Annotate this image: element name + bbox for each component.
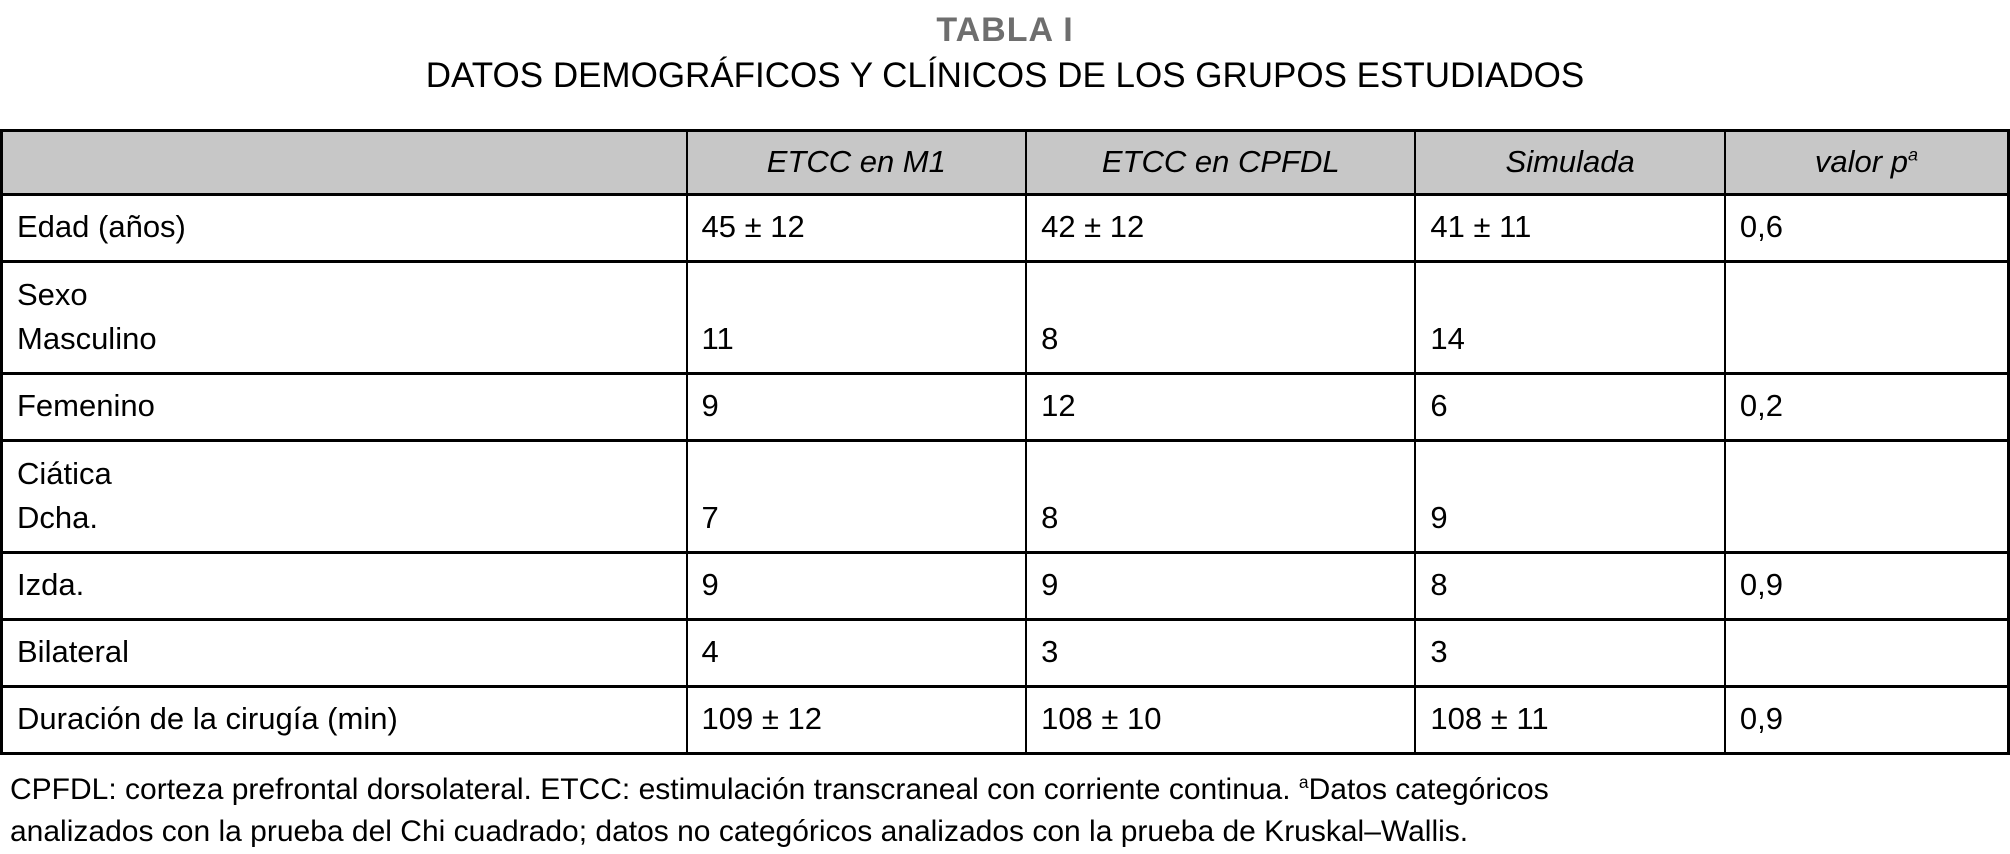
cell-value: 14 [1414, 259, 1726, 375]
table-row-sexo-masculino: Sexo Masculino 11 8 14 [0, 259, 2010, 375]
cell-value: 7 [685, 438, 1028, 554]
table-row-izda: Izda. 9 9 8 0,9 [0, 550, 2010, 621]
header-cell-valor-p: valor pa [1723, 128, 2010, 196]
cell-value: 108 ± 11 [1414, 684, 1726, 755]
cell-value: 9 [1025, 550, 1417, 621]
row-label: Sexo Masculino [0, 259, 688, 375]
cell-value [1723, 259, 2010, 375]
page: TABLA I DATOS DEMOGRÁFICOS Y CLÍNICOS DE… [0, 10, 2010, 848]
cell-value: 3 [1414, 617, 1726, 688]
row-label: Femenino [0, 371, 688, 442]
cell-value: 0,9 [1723, 684, 2010, 755]
cell-value: 109 ± 12 [685, 684, 1028, 755]
row-label: Izda. [0, 550, 688, 621]
table-caption: TABLA I DATOS DEMOGRÁFICOS Y CLÍNICOS DE… [0, 10, 2010, 97]
footnote-abbreviations: CPFDL: corteza prefrontal dorsolateral. … [10, 772, 1299, 806]
footnote-superscript-a: a [1298, 771, 1309, 792]
row-label: Ciática Dcha. [0, 438, 688, 554]
cell-value: 8 [1025, 259, 1417, 375]
header-cell-simulada: Simulada [1414, 128, 1726, 196]
header-cell-empty [0, 128, 688, 196]
cell-value: 42 ± 12 [1025, 192, 1417, 263]
cell-value: 8 [1025, 438, 1417, 554]
cell-value: 45 ± 12 [685, 192, 1028, 263]
cell-value: 9 [685, 371, 1028, 442]
header-valor-p-text: valor p [1814, 144, 1908, 180]
table-title: DATOS DEMOGRÁFICOS Y CLÍNICOS DE LOS GRU… [425, 55, 1585, 95]
cell-value [1723, 617, 2010, 688]
cell-value: 0,6 [1723, 192, 2010, 263]
table-header: ETCC en M1 ETCC en CPFDL Simulada valor … [0, 128, 2010, 196]
table-row-bilateral: Bilateral 4 3 3 [0, 617, 2010, 688]
table-body: Edad (años) 45 ± 12 42 ± 12 41 ± 11 0,6 … [0, 192, 2010, 755]
cell-value: 0,9 [1723, 550, 2010, 621]
cell-value [1723, 438, 2010, 554]
cell-value: 0,2 [1723, 371, 2010, 442]
cell-value: 108 ± 10 [1025, 684, 1417, 755]
table-row-ciatica-dcha: Ciática Dcha. 7 8 9 [0, 438, 2010, 554]
table-footnote: CPFDL: corteza prefrontal dorsolateral. … [0, 769, 2010, 854]
cell-value: 4 [685, 617, 1028, 688]
cell-value: 3 [1025, 617, 1417, 688]
demographics-table: ETCC en M1 ETCC en CPFDL Simulada valor … [0, 128, 2010, 755]
table-row-femenino: Femenino 9 12 6 0,2 [0, 371, 2010, 442]
cell-value: 11 [685, 259, 1028, 375]
cell-value: 41 ± 11 [1414, 192, 1726, 263]
header-p-superscript: a [1907, 144, 1918, 165]
table-label: TABLA I [936, 11, 1074, 49]
cell-value: 6 [1414, 371, 1726, 442]
header-cell-etcc-cpfdl: ETCC en CPFDL [1025, 128, 1417, 196]
row-label: Duración de la cirugía (min) [0, 684, 688, 755]
table-row-edad: Edad (años) 45 ± 12 42 ± 12 41 ± 11 0,6 [0, 192, 2010, 263]
header-row: ETCC en M1 ETCC en CPFDL Simulada valor … [0, 128, 2010, 196]
cell-value: 9 [685, 550, 1028, 621]
cell-value: 12 [1025, 371, 1417, 442]
table-row-duracion-cirugia: Duración de la cirugía (min) 109 ± 12 10… [0, 684, 2010, 755]
row-label: Edad (años) [0, 192, 688, 263]
row-label: Bilateral [0, 617, 688, 688]
cell-value: 8 [1414, 550, 1726, 621]
cell-value: 9 [1414, 438, 1726, 554]
header-cell-etcc-m1: ETCC en M1 [685, 128, 1028, 196]
